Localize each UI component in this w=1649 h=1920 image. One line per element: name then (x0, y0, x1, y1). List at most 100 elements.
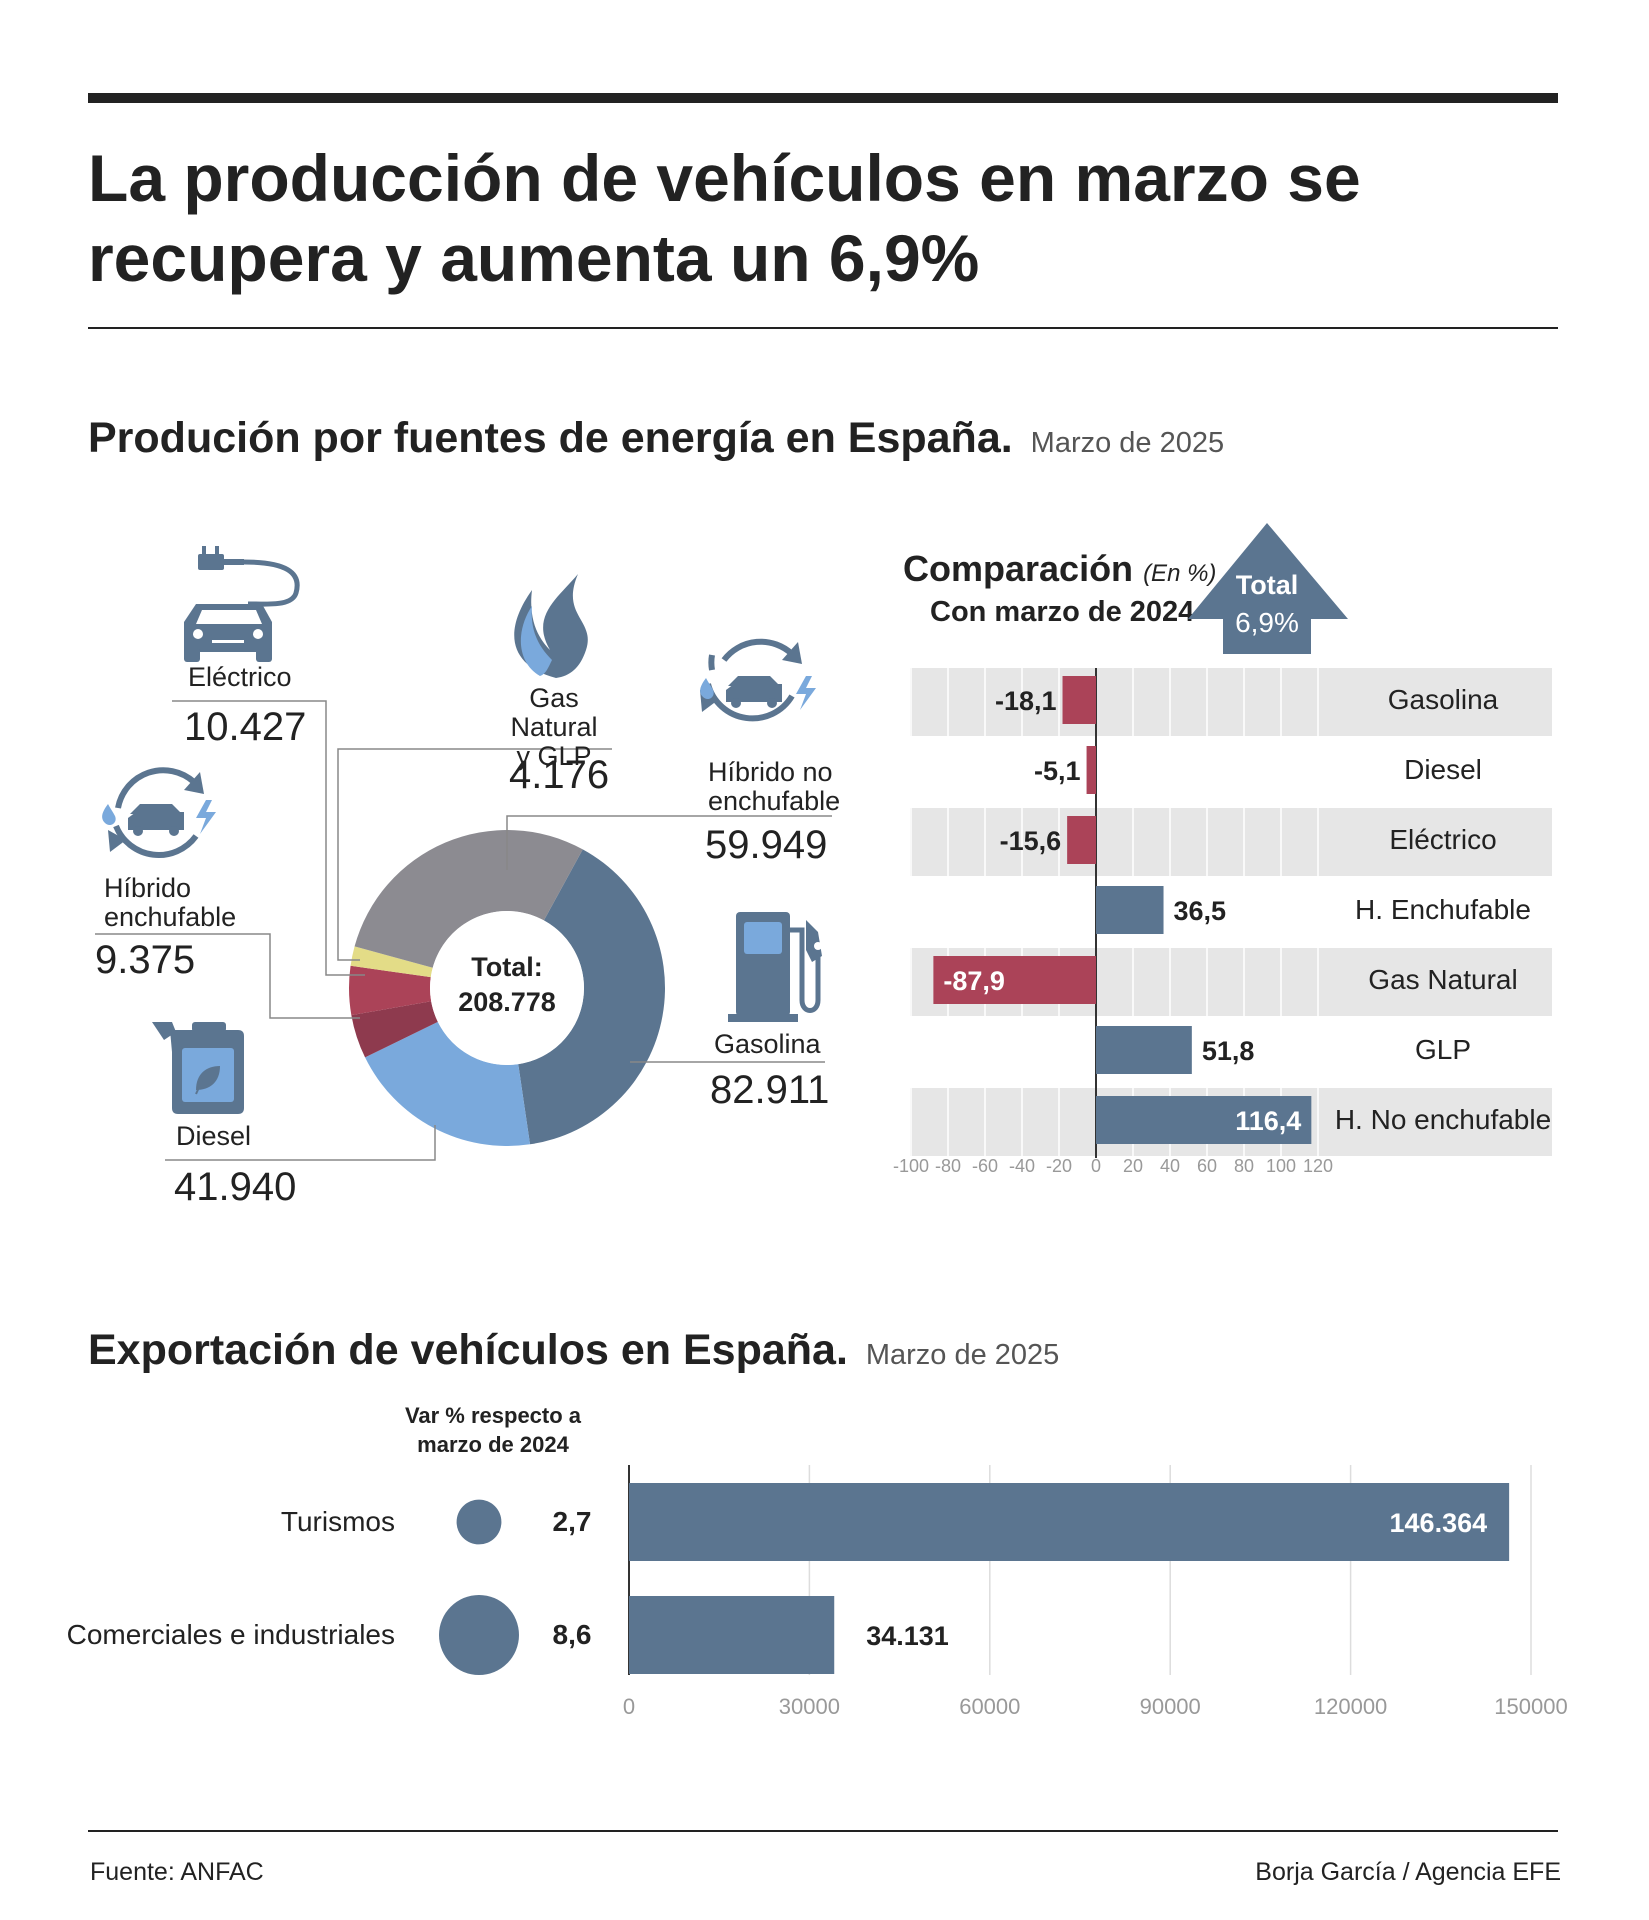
title-rule (88, 327, 1558, 329)
donut-chart: Total: 208.778 (95, 546, 832, 1161)
section2-title: Exportación de vehículos en España. Marz… (88, 1326, 1059, 1375)
comparison-category-label: H. Enchufable (1355, 894, 1531, 925)
export-category-label: Turismos (281, 1506, 395, 1537)
export-tick-label: 90000 (1140, 1694, 1201, 1719)
export-ticks: 0 30000 60000 90000 120000 150000 (623, 1694, 1568, 1719)
comparison-band (910, 668, 1552, 736)
footer-credit: Borja García / Agencia EFE (1255, 1858, 1561, 1886)
export-tick-label: 60000 (959, 1694, 1020, 1719)
var-header: Var % respecto a marzo de 2024 (388, 1401, 598, 1459)
footer-source: Fuente: ANFAC (90, 1858, 264, 1886)
top-rule (88, 93, 1558, 103)
comparison-band (910, 808, 1552, 876)
comparison-bar (1096, 886, 1164, 934)
export-value-label: 146.364 (1390, 1508, 1488, 1538)
comparison-tick-label: 20 (1123, 1156, 1143, 1176)
export-rows: Turismos 2,7 146.364 Comerciales e industri… (67, 1483, 1510, 1675)
donut-slice-gasolina (518, 849, 666, 1145)
section1-subtitle: Marzo de 2025 (1030, 427, 1225, 459)
var-header-line2: marzo de 2024 (417, 1432, 569, 1457)
label-hne-line1: Híbrido no (708, 757, 833, 787)
comparison-unit: (En %) (1143, 560, 1217, 587)
comparison-bar (1086, 746, 1096, 794)
comparison-tick-label: -40 (1009, 1156, 1035, 1176)
comparison-tick-label: -20 (1046, 1156, 1072, 1176)
hybrid-plug-icon (102, 767, 216, 859)
page-title: La producción de vehículos en marzo se r… (88, 141, 1361, 295)
comparison-bar (1096, 1026, 1192, 1074)
comparison-value-label: -18,1 (995, 686, 1057, 716)
export-var-label: 8,6 (553, 1619, 592, 1650)
comparison-tick-label: -100 (893, 1156, 929, 1176)
label-gasolina: Gasolina (714, 1029, 821, 1059)
value-gasolina: 82.911 (710, 1068, 830, 1112)
comparison-tick-label: 80 (1234, 1156, 1254, 1176)
comparison-value-label: -15,6 (1000, 826, 1062, 856)
label-diesel: Diesel (176, 1121, 252, 1151)
comparison-category-label: Diesel (1404, 754, 1482, 785)
var-header-line1: Var % respecto a (404, 1403, 582, 1428)
export-bar (629, 1483, 1510, 1561)
comparison-value-label: 51,8 (1202, 1036, 1255, 1066)
diesel-jerrycan-icon (152, 1022, 244, 1114)
value-electrico: 10.427 (184, 705, 307, 749)
comparison-tick-label: -80 (935, 1156, 961, 1176)
comparison-value-label: 36,5 (1174, 896, 1227, 926)
label-he-line2: enchufable (104, 902, 237, 932)
label-hne: Híbrido no enchufable (708, 758, 840, 816)
export-tick-label: 120000 (1314, 1694, 1387, 1719)
section2-subtitle: Marzo de 2025 (865, 1339, 1060, 1371)
export-var-bubble (456, 1499, 502, 1545)
export-chart: Turismos 2,7 146.364 Comerciales e industri… (67, 1465, 1568, 1719)
value-diesel: 41.940 (174, 1165, 297, 1209)
total-arrow-value: 6,9% (1235, 607, 1299, 638)
leader-diesel (165, 1125, 436, 1161)
total-arrow: Total 6,9% (1188, 523, 1348, 654)
export-tick-label: 0 (623, 1694, 635, 1719)
label-he-line1: Híbrido (104, 873, 192, 903)
donut-slice-hibrido-no-enchufable (354, 830, 583, 968)
value-hne: 59.949 (705, 823, 828, 867)
comparison-bar (933, 956, 1096, 1004)
comparison-tick-label: 100 (1266, 1156, 1296, 1176)
leader-lines (95, 700, 832, 1161)
comparison-value-label: 116,4 (1235, 1106, 1301, 1136)
leader-electrico (172, 700, 365, 976)
leader-gas (337, 748, 612, 961)
leader-hne (506, 815, 832, 870)
comparison-tick-label: 60 (1197, 1156, 1217, 1176)
export-tick-label: 150000 (1494, 1694, 1567, 1719)
label-gas-line2: y GLP (516, 741, 592, 771)
value-gas: 4.176 (509, 753, 610, 797)
donut-slice-diesel (365, 1021, 531, 1147)
comparison-category-label: GLP (1415, 1034, 1471, 1065)
donut-hole (430, 911, 584, 1065)
label-hne-line2: enchufable (708, 786, 841, 816)
donut-slices (349, 830, 666, 1147)
comparison-bar (1062, 676, 1096, 724)
export-var-bubble (439, 1595, 519, 1675)
value-he: 9.375 (95, 938, 196, 982)
comparison-tick-label: 120 (1303, 1156, 1333, 1176)
footer-rule (88, 1830, 1558, 1832)
comparison-ticks: -100 -80 -60 -40 -20 0 20 40 60 80 100 120 (893, 1156, 1333, 1176)
comparison-tick-label: 40 (1160, 1156, 1180, 1176)
comparison-category-label: Gas Natural (1368, 964, 1517, 995)
hybrid-no-plug-icon (700, 638, 816, 722)
electric-car-icon (184, 546, 300, 662)
section1-title: Produción por fuentes de energía en Espa… (88, 414, 1224, 463)
section2-title-text: Exportación de vehículos en España. (88, 1326, 848, 1374)
comparison-category-label: Gasolina (1388, 684, 1499, 715)
donut-slice-electrico (349, 965, 432, 1016)
export-tick-label: 30000 (779, 1694, 840, 1719)
comparison-bars: -18,1 Gasolina -5,1 Diesel -15,6 Eléctrico 36,… (933, 676, 1551, 1144)
label-gas-line1: Gas Natural (510, 683, 598, 742)
comparison-tick-label: 0 (1091, 1156, 1101, 1176)
export-category-label: Comerciales e industriales (67, 1619, 395, 1650)
label-he: Híbrido enchufable (104, 874, 236, 932)
export-value-label: 34.131 (866, 1621, 949, 1651)
comparison-bar (1096, 1096, 1312, 1144)
fuel-pump-icon (728, 912, 822, 1022)
section1-title-text: Produción por fuentes de energía en Espa… (88, 414, 1013, 462)
export-bar (629, 1596, 835, 1674)
